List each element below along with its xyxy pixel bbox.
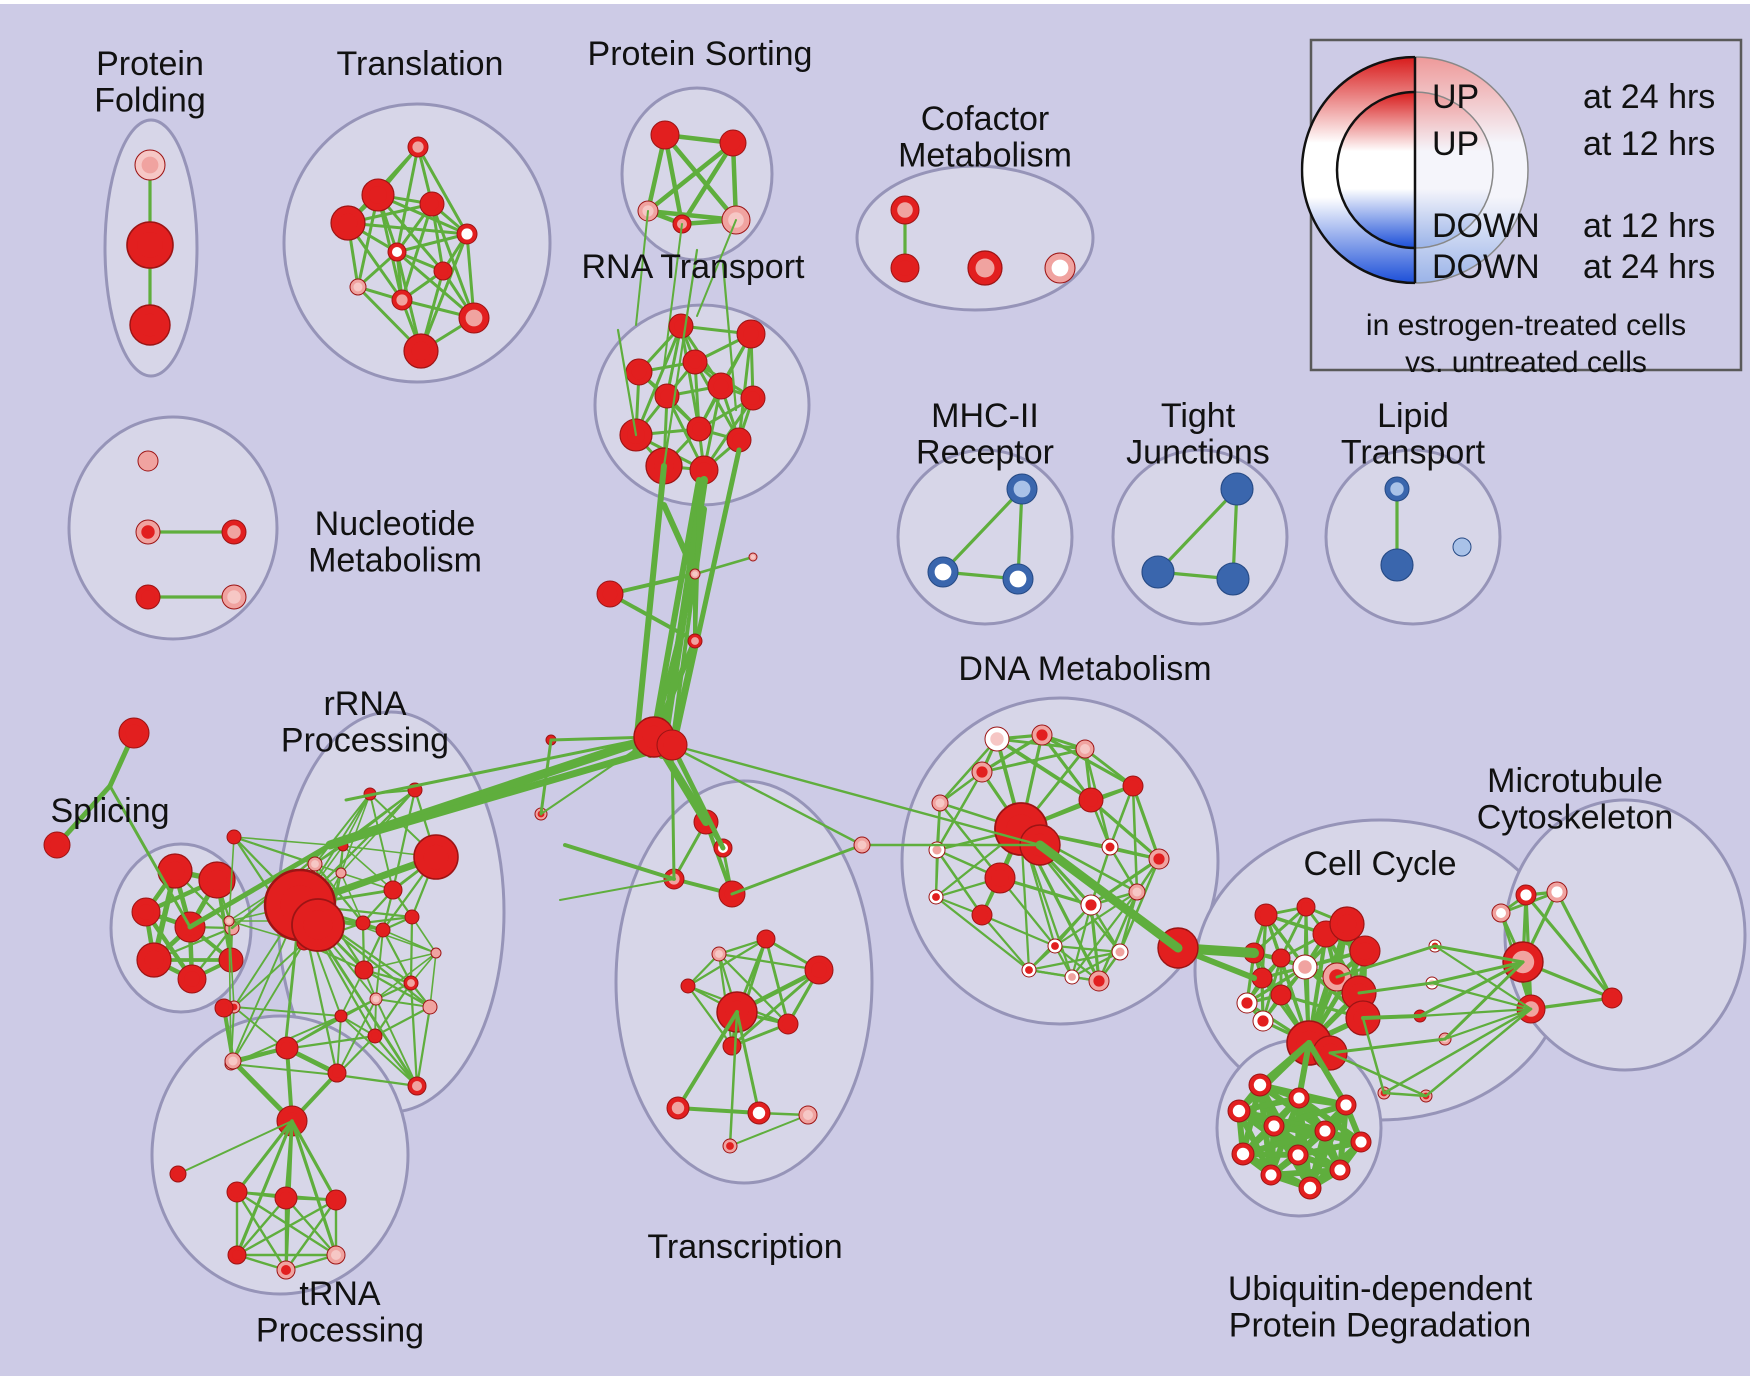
svg-text:Processing: Processing — [256, 1312, 424, 1350]
svg-text:Protein: Protein — [96, 45, 204, 83]
svg-text:DNA Metabolism: DNA Metabolism — [958, 650, 1211, 688]
svg-text:Protein Sorting: Protein Sorting — [588, 35, 813, 73]
svg-text:Folding: Folding — [94, 82, 206, 120]
svg-text:Microtubule: Microtubule — [1487, 762, 1663, 800]
svg-text:Cofactor: Cofactor — [921, 100, 1050, 138]
svg-text:DOWN: DOWN — [1432, 207, 1540, 245]
svg-text:Cell Cycle: Cell Cycle — [1303, 845, 1456, 883]
svg-text:Nucleotide: Nucleotide — [315, 505, 476, 543]
svg-text:Transcription: Transcription — [647, 1228, 842, 1266]
svg-text:at 12 hrs: at 12 hrs — [1583, 125, 1715, 163]
svg-text:rRNA: rRNA — [323, 685, 406, 723]
svg-text:Translation: Translation — [337, 45, 504, 83]
svg-text:at 12 hrs: at 12 hrs — [1583, 207, 1715, 245]
svg-text:MHC-II: MHC-II — [931, 397, 1039, 435]
svg-text:vs. untreated cells: vs. untreated cells — [1405, 346, 1647, 379]
svg-text:Transport: Transport — [1341, 434, 1486, 472]
svg-text:Protein Degradation: Protein Degradation — [1229, 1307, 1531, 1345]
svg-text:UP: UP — [1432, 125, 1479, 163]
svg-text:Processing: Processing — [281, 722, 449, 760]
svg-text:Junctions: Junctions — [1126, 434, 1270, 472]
svg-text:DOWN: DOWN — [1432, 248, 1540, 286]
svg-text:at 24 hrs: at 24 hrs — [1583, 78, 1715, 116]
svg-text:Metabolism: Metabolism — [898, 137, 1072, 175]
svg-text:Lipid: Lipid — [1377, 397, 1449, 435]
svg-text:Ubiquitin-dependent: Ubiquitin-dependent — [1228, 1270, 1533, 1308]
svg-text:Splicing: Splicing — [50, 792, 169, 830]
svg-text:RNA Transport: RNA Transport — [582, 248, 806, 286]
svg-text:Cytoskeleton: Cytoskeleton — [1477, 799, 1674, 837]
svg-text:in estrogen-treated cells: in estrogen-treated cells — [1366, 309, 1686, 342]
svg-text:Receptor: Receptor — [916, 434, 1054, 472]
svg-text:UP: UP — [1432, 78, 1479, 116]
svg-text:Tight: Tight — [1161, 397, 1236, 435]
svg-text:at 24 hrs: at 24 hrs — [1583, 248, 1715, 286]
svg-text:Metabolism: Metabolism — [308, 542, 482, 580]
svg-text:tRNA: tRNA — [299, 1275, 381, 1313]
